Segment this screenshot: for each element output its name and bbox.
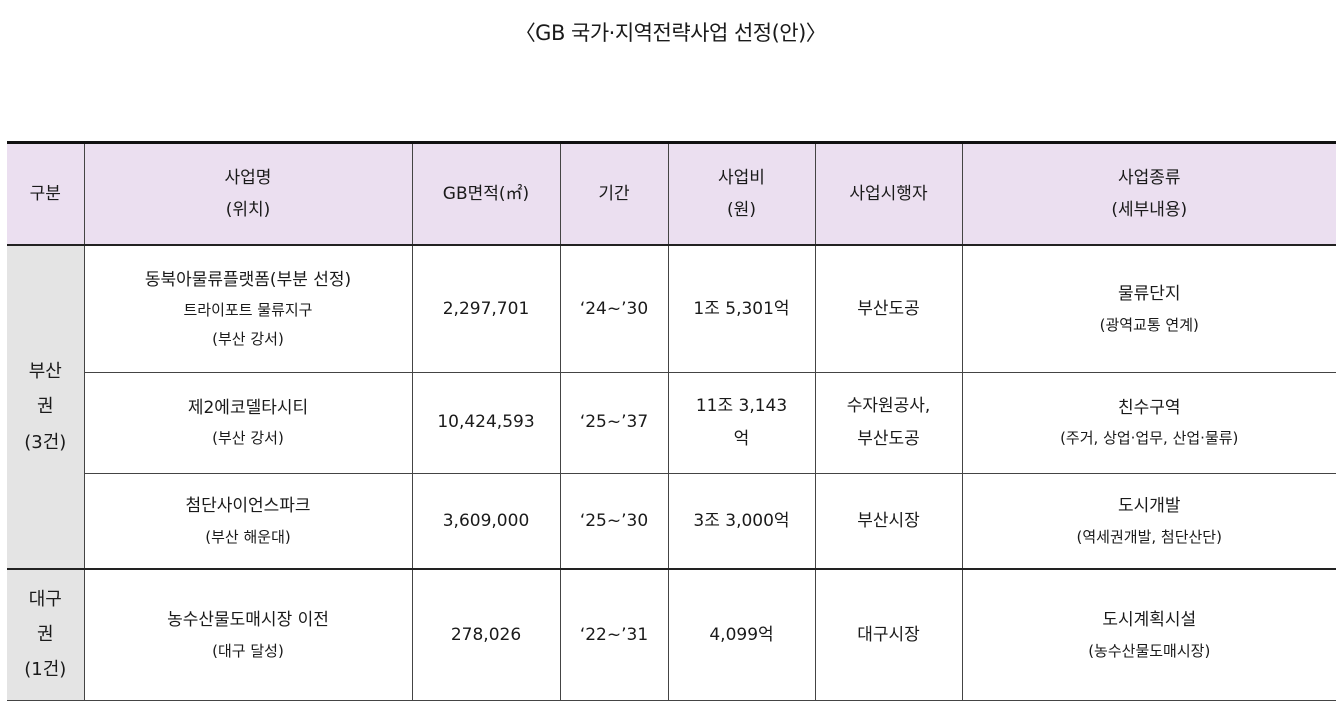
period-cell: ‘25~’37 — [559, 371, 669, 474]
header-region: 구분 — [7, 141, 85, 246]
header-type: 사업종류 (세부내용) — [961, 141, 1336, 246]
type-cell: 물류단지 (광역교통 연계) — [961, 244, 1336, 373]
gb-area-cell: 10,424,593 — [411, 371, 561, 474]
cost-cell: 11조 3,143 억 — [667, 371, 816, 474]
operator-cell: 부산도공 — [814, 244, 963, 373]
type-cell: 도시개발 (역세권개발, 첨단산단) — [961, 472, 1336, 570]
project-name-cell: 농수산물도매시장 이전 (대구 달성) — [83, 568, 413, 701]
header-period: 기간 — [559, 141, 669, 246]
period-cell: ‘25~’30 — [559, 472, 669, 570]
period-cell: ‘24~’30 — [559, 244, 669, 373]
gb-area-cell: 3,609,000 — [411, 472, 561, 570]
type-cell: 친수구역 (주거, 상업·업무, 산업·물류) — [961, 371, 1336, 474]
table-row: 대구 권 (1건) 농수산물도매시장 이전 (대구 달성) 278,026 ‘2… — [7, 568, 1336, 701]
project-name-cell: 제2에코델타시티 (부산 강서) — [84, 371, 413, 474]
table-row: 첨단사이언스파크 (부산 해운대) 3,609,000 ‘25~’30 3조 3… — [7, 472, 1336, 570]
page-title: 〈GB 국가·지역전략사업 선정(안)〉 — [514, 21, 827, 45]
header-gb-area: GB면적(㎡) — [411, 141, 561, 246]
header-project-name: 사업명 (위치) — [83, 141, 413, 246]
project-name-cell: 첨단사이언스파크 (부산 해운대) — [84, 472, 413, 570]
region-cell-busan: 부산 권 (3건) — [7, 244, 85, 570]
cost-cell: 4,099억 — [667, 568, 816, 701]
operator-cell: 대구시장 — [814, 568, 963, 701]
table-row: 부산 권 (3건) 동북아물류플랫폼(부분 선정) 트라이포트 물류지구 (부산… — [7, 244, 1336, 570]
header-operator: 사업시행자 — [814, 141, 963, 246]
header-cost: 사업비 (원) — [667, 141, 816, 246]
operator-cell: 수자원공사, 부산도공 — [814, 371, 963, 474]
type-cell: 도시계획시설 (농수산물도매시장) — [961, 568, 1336, 701]
cost-cell: 3조 3,000억 — [667, 472, 816, 570]
period-cell: ‘22~’31 — [559, 568, 669, 701]
gb-area-cell: 278,026 — [411, 568, 561, 701]
project-table: 구분 사업명 (위치) GB면적(㎡) 기간 사업비 (원) 사업시행자 사업종… — [7, 141, 1336, 701]
cost-cell: 1조 5,301억 — [667, 244, 816, 373]
table-header-row: 구분 사업명 (위치) GB면적(㎡) 기간 사업비 (원) 사업시행자 사업종… — [7, 141, 1336, 246]
gb-area-cell: 2,297,701 — [411, 244, 561, 373]
region-cell-daegu: 대구 권 (1건) — [7, 568, 85, 701]
operator-cell: 부산시장 — [814, 472, 963, 570]
table-row: 제2에코델타시티 (부산 강서) 10,424,593 ‘25~’37 11조 … — [7, 371, 1336, 474]
project-name-cell: 동북아물류플랫폼(부분 선정) 트라이포트 물류지구 (부산 강서) — [83, 244, 413, 373]
